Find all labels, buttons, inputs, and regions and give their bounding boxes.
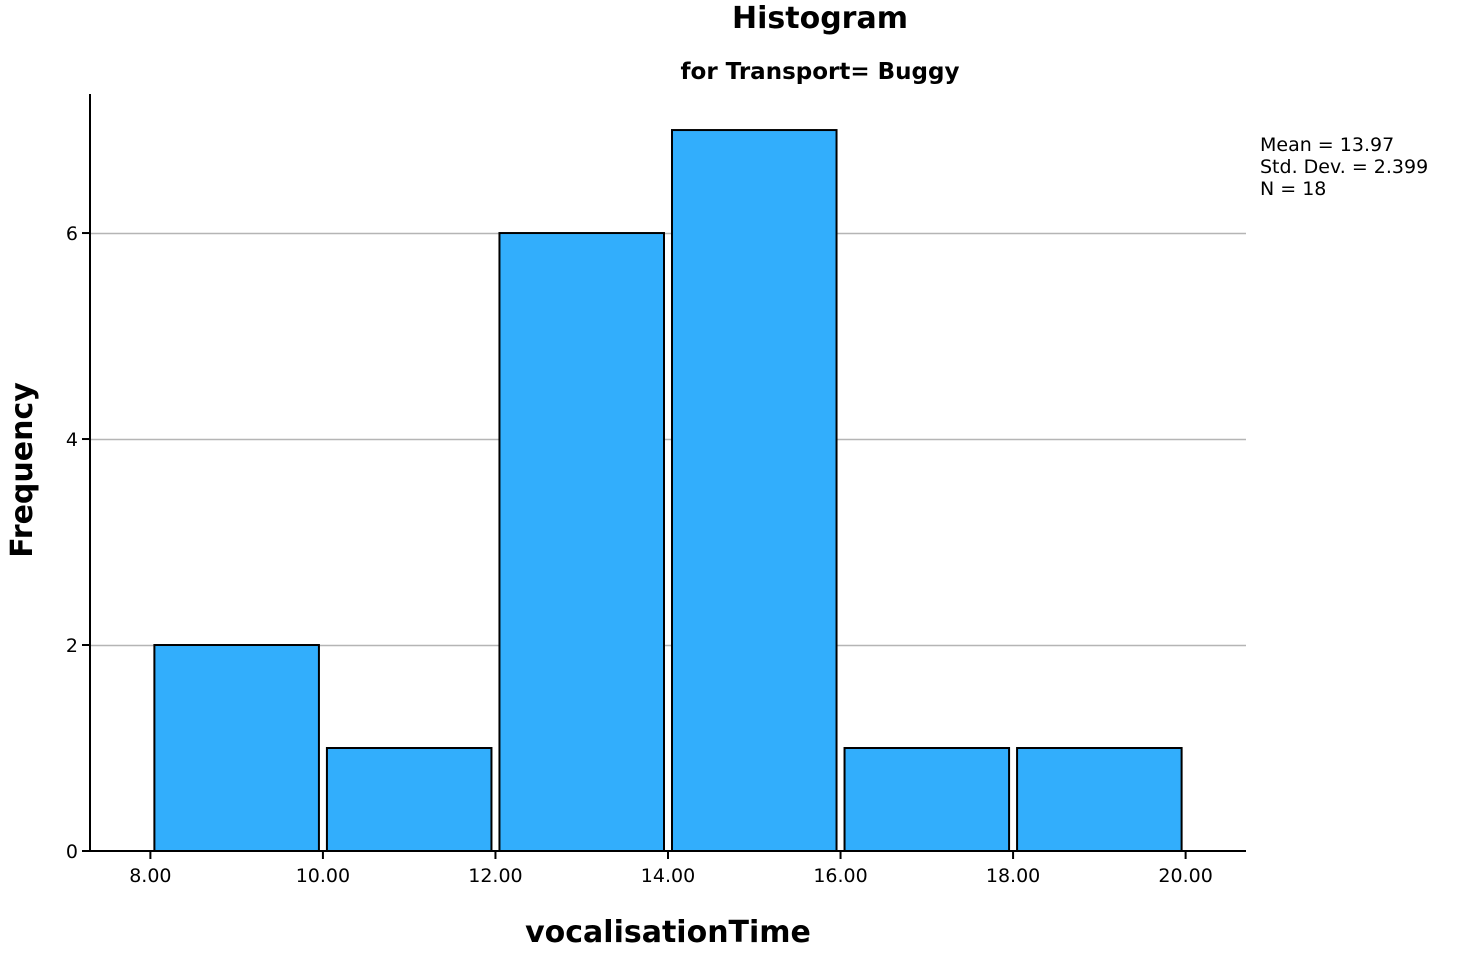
- x-tick-label: 20.00: [1158, 865, 1212, 887]
- gridlines: [90, 232, 1246, 647]
- stat-mean: Mean = 13.97: [1260, 134, 1394, 156]
- chart-subtitle: for Transport= Buggy: [681, 59, 960, 85]
- x-axis-label: vocalisationTime: [525, 915, 811, 950]
- statistics-box: Mean = 13.97 Std. Dev. = 2.399 N = 18: [1260, 134, 1428, 200]
- x-axis-ticks: 8.00 10.00 12.00 14.00 16.00 18.00 20.00: [129, 851, 1213, 887]
- stat-std-dev: Std. Dev. = 2.399: [1260, 156, 1428, 178]
- x-tick-label: 16.00: [813, 865, 867, 887]
- y-tick-label: 0: [66, 841, 78, 863]
- histogram-bar-5: [843, 747, 1011, 852]
- y-tick-label: 6: [66, 223, 78, 245]
- x-tick-label: 8.00: [129, 865, 171, 887]
- x-tick-label: 14.00: [641, 865, 695, 887]
- histogram-bar-1: [153, 644, 320, 852]
- histogram-bar-2: [325, 747, 493, 852]
- histogram-bar-6: [1016, 747, 1183, 852]
- chart-title: Histogram: [732, 1, 908, 36]
- x-tick-label: 18.00: [986, 865, 1040, 887]
- histogram-bar-3: [498, 232, 665, 852]
- y-axis-label: Frequency: [5, 382, 40, 558]
- y-axis-ticks: 0 2 4 6: [66, 223, 90, 863]
- stat-n: N = 18: [1260, 178, 1326, 200]
- y-tick-label: 2: [66, 635, 78, 657]
- histogram-bars: [153, 129, 1183, 853]
- histogram-bar-4: [671, 129, 838, 853]
- y-tick-label: 4: [66, 429, 78, 451]
- x-tick-label: 12.00: [468, 865, 522, 887]
- x-tick-label: 10.00: [296, 865, 350, 887]
